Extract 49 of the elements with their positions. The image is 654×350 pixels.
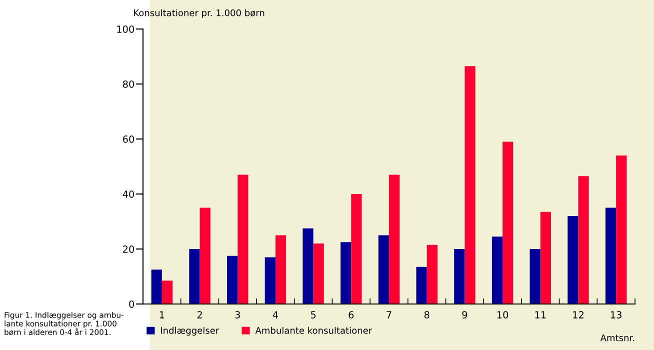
bar bbox=[313, 244, 324, 304]
x-tick-label: 3 bbox=[235, 311, 240, 318]
bar bbox=[189, 249, 200, 304]
x-axis-title: Amtsnr. bbox=[600, 334, 634, 342]
bar bbox=[162, 280, 173, 304]
bar bbox=[616, 156, 627, 304]
x-tick-label: 8 bbox=[424, 311, 430, 318]
y-tick-label: 80 bbox=[122, 80, 134, 88]
y-tick-label: 40 bbox=[122, 190, 134, 198]
legend-label: Ambulante konsultationer bbox=[255, 326, 372, 334]
y-tick-label: 20 bbox=[123, 245, 134, 253]
x-tick-label: 2 bbox=[197, 311, 202, 318]
y-tick-label: 0 bbox=[129, 300, 134, 308]
bar bbox=[227, 256, 238, 304]
bar bbox=[302, 228, 314, 304]
x-tick-label: 4 bbox=[272, 311, 278, 318]
bar bbox=[426, 244, 438, 304]
bar bbox=[200, 208, 210, 304]
x-tick-label: 1 bbox=[160, 311, 164, 318]
y-tick-label: 100 bbox=[117, 25, 134, 33]
y-axis-title: Konsultationer pr. 1.000 børn bbox=[134, 9, 264, 18]
bar bbox=[378, 235, 389, 304]
bar bbox=[151, 270, 162, 304]
bar bbox=[238, 174, 248, 304]
x-tick-label: 9 bbox=[462, 311, 468, 318]
bar bbox=[568, 216, 578, 304]
bar bbox=[340, 242, 352, 304]
bar bbox=[492, 236, 503, 304]
bar bbox=[540, 212, 551, 304]
bar bbox=[275, 235, 286, 304]
bar bbox=[389, 174, 400, 304]
x-tick-label: 10 bbox=[497, 311, 508, 318]
x-tick-label: 7 bbox=[386, 311, 392, 318]
x-tick-label: 13 bbox=[610, 311, 622, 318]
y-tick-label: 60 bbox=[122, 135, 134, 143]
bar bbox=[502, 142, 514, 304]
bar bbox=[351, 194, 362, 304]
legend-label: Indlæggelser bbox=[161, 326, 220, 336]
bar bbox=[530, 249, 540, 304]
bar bbox=[416, 266, 427, 304]
bar bbox=[454, 249, 465, 304]
x-tick-label: 5 bbox=[310, 311, 316, 318]
x-tick-label: 6 bbox=[348, 311, 354, 318]
bar bbox=[605, 208, 616, 304]
x-tick-label: 11 bbox=[535, 311, 546, 318]
bar bbox=[464, 66, 476, 304]
bar bbox=[578, 176, 589, 304]
x-tick-label: 12 bbox=[573, 311, 584, 318]
bar bbox=[264, 257, 276, 304]
